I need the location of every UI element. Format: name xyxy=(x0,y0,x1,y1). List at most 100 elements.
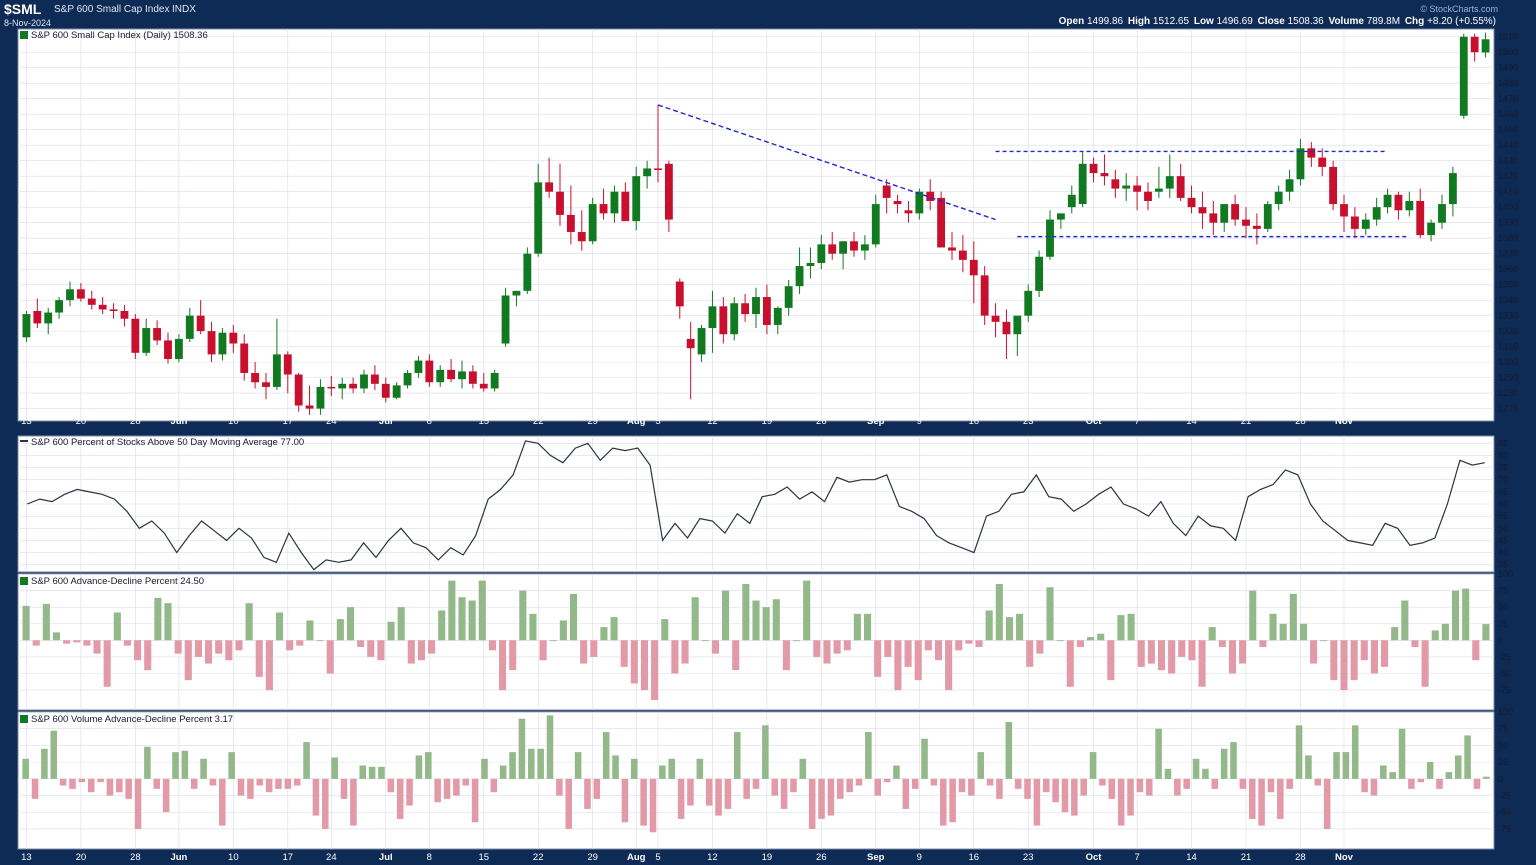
histogram-bar xyxy=(958,778,966,793)
histogram-bar xyxy=(144,640,152,671)
candle-body xyxy=(926,191,935,201)
histogram-bar xyxy=(580,640,588,664)
histogram-bar xyxy=(1145,778,1153,796)
open-label: Open xyxy=(1058,16,1085,27)
histogram-bar xyxy=(977,752,984,779)
histogram-bar xyxy=(902,778,910,809)
y-tick-label: 45 xyxy=(1498,535,1508,545)
histogram-bar xyxy=(265,778,273,793)
histogram-bar xyxy=(1036,640,1044,654)
candle-body xyxy=(1078,163,1087,205)
candle-body xyxy=(174,338,183,360)
candle-body xyxy=(1231,204,1240,220)
y-tick-label: -75 xyxy=(1498,824,1511,834)
y-tick-label: 50 xyxy=(1498,602,1508,612)
x-label-bottom: 20 xyxy=(76,852,87,863)
histogram-bar xyxy=(499,640,507,691)
candle-body xyxy=(1394,194,1403,211)
histogram-bar xyxy=(1370,778,1378,796)
candle-body xyxy=(1263,204,1272,229)
candle-body xyxy=(1481,39,1490,53)
candle-body xyxy=(1329,166,1338,205)
histogram-bar xyxy=(790,778,797,793)
candle-body xyxy=(654,168,662,170)
candle-body xyxy=(675,281,684,307)
panel-background xyxy=(17,573,1495,711)
histogram-bar xyxy=(823,640,831,664)
y-tick-label: 1470 xyxy=(1498,94,1518,104)
x-label-top: Sep xyxy=(867,416,885,427)
candle-body xyxy=(1307,148,1316,158)
histogram-bar xyxy=(593,778,601,799)
histogram-bar xyxy=(874,640,882,677)
candle-body xyxy=(44,312,53,324)
candle-body xyxy=(1220,204,1229,223)
y-tick-label: 75 xyxy=(1498,463,1508,473)
histogram-bar xyxy=(1401,600,1409,641)
histogram-bar xyxy=(762,725,769,779)
histogram-bar xyxy=(322,778,329,829)
histogram-bar xyxy=(671,640,679,674)
histogram-bar xyxy=(772,599,780,641)
histogram-bar xyxy=(1026,640,1034,667)
histogram-bar xyxy=(438,610,446,641)
y-tick-label: 1370 xyxy=(1498,249,1518,259)
histogram-bar xyxy=(22,605,30,641)
candle-body xyxy=(850,241,858,251)
candle-body xyxy=(120,310,129,319)
x-label-bottom: 17 xyxy=(282,852,293,863)
candle-body xyxy=(817,244,826,263)
histogram-bar xyxy=(1431,630,1439,641)
y-tick-label: 1450 xyxy=(1498,125,1518,135)
histogram-bar xyxy=(661,619,669,641)
candle-body xyxy=(610,191,619,214)
candle-body xyxy=(414,360,423,373)
histogram-bar xyxy=(833,640,841,654)
histogram-bar xyxy=(1014,778,1022,789)
candle-body xyxy=(1296,148,1305,180)
histogram-bar xyxy=(1080,778,1087,796)
candle-body xyxy=(55,300,64,313)
candle-body xyxy=(577,231,586,242)
candle-body xyxy=(773,307,782,325)
histogram-bar xyxy=(377,640,385,661)
histogram-bar xyxy=(808,778,816,829)
x-label-top: Nov xyxy=(1335,416,1354,427)
candle-body xyxy=(882,185,891,198)
histogram-bar xyxy=(549,640,557,642)
candle-body xyxy=(1100,173,1109,177)
histogram-bar xyxy=(190,778,198,789)
histogram-bar xyxy=(174,640,182,654)
histogram-bar xyxy=(134,778,142,829)
candle-body xyxy=(153,328,162,341)
candle-body xyxy=(730,303,739,335)
x-label-top: 12 xyxy=(707,416,718,427)
histogram-bar xyxy=(1066,640,1074,687)
histogram-bar xyxy=(194,640,202,657)
candle-body xyxy=(621,191,630,222)
histogram-bar xyxy=(1473,778,1481,789)
histogram-bar xyxy=(1381,640,1389,667)
histogram-bar xyxy=(428,640,436,654)
histogram-bar xyxy=(336,619,344,641)
candle-body xyxy=(1340,204,1348,217)
histogram-bar xyxy=(31,778,39,799)
histogram-bar xyxy=(995,583,1003,641)
histogram-bar xyxy=(546,715,554,779)
histogram-bar xyxy=(1305,755,1312,779)
histogram-bar xyxy=(843,640,851,651)
histogram-bar xyxy=(1071,778,1078,816)
histogram-bar xyxy=(443,778,451,799)
ohlc-readout: Open 1499.86 High 1512.65 Low 1496.69 Cl… xyxy=(1059,16,1498,27)
high-label: High xyxy=(1127,16,1151,27)
histogram-bar xyxy=(499,765,507,779)
histogram-bar xyxy=(255,640,263,677)
x-label-top: 21 xyxy=(1241,416,1252,427)
histogram-bar xyxy=(87,778,95,793)
histogram-bar xyxy=(286,640,294,651)
histogram-bar xyxy=(1361,778,1368,793)
histogram-bar xyxy=(164,603,172,641)
y-tick-label: 50 xyxy=(1498,740,1508,750)
y-tick-label: 100 xyxy=(1498,707,1513,717)
histogram-bar xyxy=(519,590,527,641)
